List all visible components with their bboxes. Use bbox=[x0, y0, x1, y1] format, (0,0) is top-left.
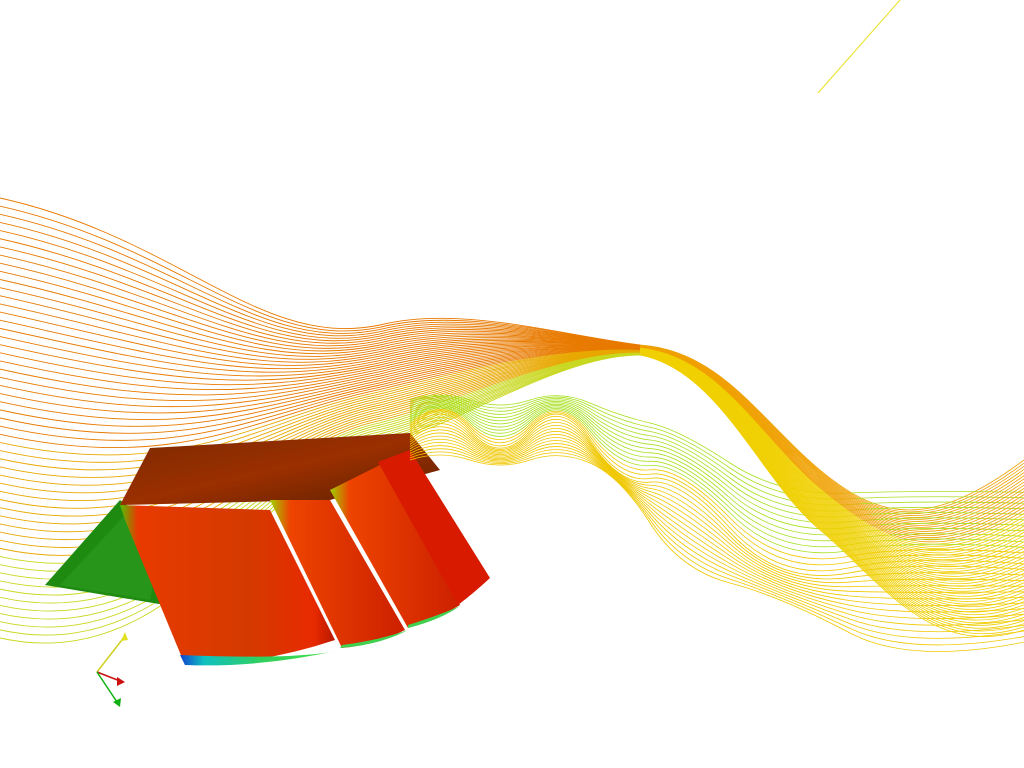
streamline bbox=[0, 349, 641, 449]
streamline bbox=[639, 352, 1024, 610]
wing-trailing-edge bbox=[340, 630, 408, 648]
streamlines-wake bbox=[409, 344, 1024, 652]
wing-trailing-edge bbox=[408, 606, 460, 628]
streamline bbox=[409, 402, 1024, 530]
streamline bbox=[639, 345, 1024, 520]
streamline bbox=[639, 346, 1024, 534]
streamline bbox=[639, 344, 1024, 515]
streamline bbox=[0, 230, 641, 347]
streamline bbox=[0, 222, 641, 347]
wing-flap bbox=[120, 505, 335, 665]
streamline bbox=[0, 287, 641, 357]
streamline bbox=[409, 397, 1024, 506]
streamline bbox=[639, 344, 1024, 511]
streamline bbox=[0, 344, 641, 381]
streamline bbox=[0, 348, 641, 420]
streamline bbox=[0, 350, 641, 471]
streamline bbox=[0, 246, 641, 347]
axis-x bbox=[96, 671, 121, 682]
streamline bbox=[639, 352, 1024, 600]
streamline bbox=[0, 238, 641, 347]
streamline bbox=[0, 311, 641, 366]
streamline bbox=[0, 348, 641, 434]
streamline bbox=[639, 346, 1024, 532]
streamline bbox=[0, 336, 641, 377]
wing-flap bbox=[330, 465, 460, 628]
streamline bbox=[409, 438, 1024, 619]
axis-z-head bbox=[113, 698, 121, 707]
streamline bbox=[0, 279, 641, 355]
streamline bbox=[0, 348, 641, 427]
streamline bbox=[0, 303, 641, 363]
streamline bbox=[0, 349, 641, 463]
wing-trailing-edge bbox=[180, 650, 340, 666]
streamline bbox=[0, 254, 641, 347]
streamline bbox=[409, 407, 1024, 554]
streamline bbox=[639, 345, 1024, 516]
streamline bbox=[409, 406, 1024, 548]
axis-z bbox=[96, 671, 118, 703]
streamline bbox=[409, 435, 1024, 613]
streamline bbox=[0, 347, 641, 408]
streamline bbox=[409, 442, 1024, 626]
axes-gizmo bbox=[96, 632, 128, 707]
streamline bbox=[0, 346, 641, 396]
streamline bbox=[0, 270, 641, 352]
streamline bbox=[409, 401, 1024, 524]
streamline bbox=[639, 351, 1024, 587]
streamline bbox=[639, 351, 1024, 590]
streamline bbox=[0, 347, 641, 402]
streamline bbox=[639, 346, 1024, 526]
streamline bbox=[409, 423, 1024, 588]
streamline bbox=[409, 448, 1024, 639]
streamline bbox=[409, 454, 1024, 652]
streamline bbox=[409, 426, 1024, 593]
streamline bbox=[409, 417, 1024, 580]
axis-y bbox=[96, 635, 126, 673]
streamline bbox=[409, 410, 1024, 566]
streamline bbox=[409, 445, 1024, 633]
streamline bbox=[0, 346, 641, 391]
wing-flap bbox=[270, 500, 405, 648]
streamline bbox=[0, 347, 641, 414]
streamline bbox=[0, 327, 641, 373]
streamline bbox=[639, 346, 1024, 528]
streamline bbox=[0, 295, 641, 360]
streamline bbox=[639, 344, 1024, 513]
streamline bbox=[0, 345, 641, 386]
streamline bbox=[639, 345, 1024, 522]
streamline bbox=[409, 420, 1024, 584]
streamline bbox=[639, 354, 1024, 637]
streamline bbox=[409, 413, 1024, 576]
streamline bbox=[0, 213, 641, 346]
streamline bbox=[409, 394, 1024, 494]
streamline bbox=[0, 197, 641, 346]
streamline bbox=[409, 395, 1024, 500]
streamline bbox=[639, 345, 1024, 524]
streamline bbox=[409, 432, 1024, 606]
streamline bbox=[409, 451, 1024, 646]
streamline bbox=[0, 350, 641, 479]
streamline bbox=[639, 347, 1024, 539]
streamline bbox=[0, 319, 641, 370]
streamline bbox=[409, 429, 1024, 600]
axis-y-head bbox=[121, 632, 128, 641]
wing-geometry bbox=[45, 433, 490, 666]
streamline bbox=[0, 262, 641, 349]
axis-x-head bbox=[117, 677, 125, 686]
stray-streamline bbox=[817, 0, 901, 94]
streamline bbox=[0, 349, 641, 441]
wing-flap bbox=[378, 450, 490, 605]
streamline bbox=[639, 346, 1024, 530]
streamline bbox=[409, 409, 1024, 560]
streamline bbox=[0, 349, 641, 456]
streamline bbox=[0, 205, 641, 346]
